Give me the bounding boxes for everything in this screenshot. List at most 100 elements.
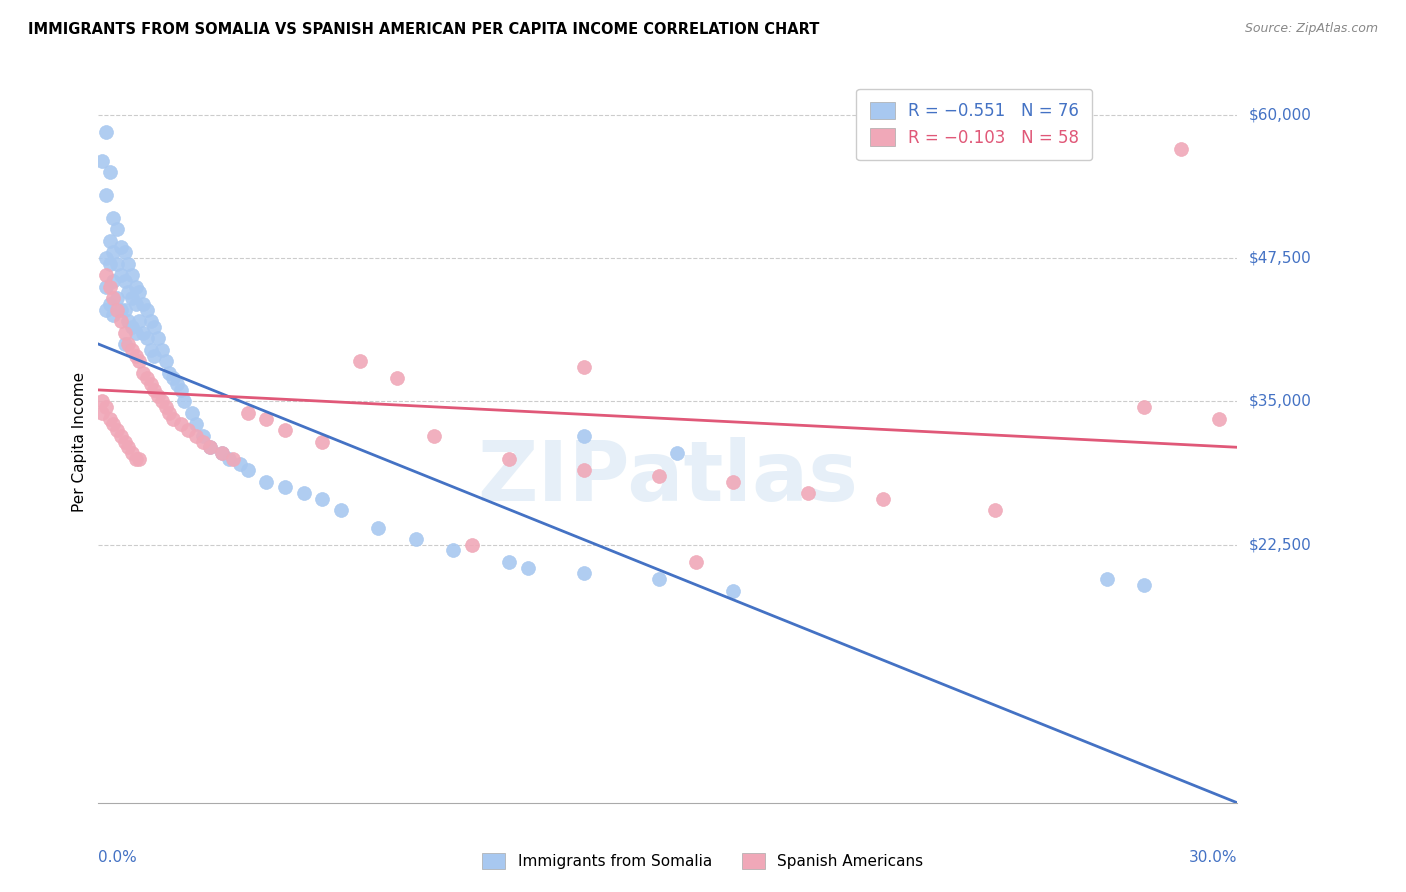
Point [721,583,744,598]
Point [685,555,707,569]
Point [405,532,427,546]
Point [143,319,166,334]
Point [132,366,155,380]
Point [256,411,278,425]
Point [177,423,200,437]
Point [114,302,136,317]
Point [647,469,669,483]
Point [1095,572,1118,586]
Point [94,279,117,293]
Point [191,434,214,449]
Point [143,383,166,397]
Point [110,239,132,253]
Point [150,343,173,357]
Point [103,309,125,323]
Point [117,257,139,271]
Point [157,366,180,380]
Point [128,451,150,466]
Point [498,451,520,466]
Point [117,337,139,351]
Point [349,354,371,368]
Point [110,302,132,317]
Point [169,383,191,397]
Point [173,394,195,409]
Point [311,491,333,506]
Point [983,503,1005,517]
Point [222,451,245,466]
Point [110,429,132,443]
Point [98,234,121,248]
Text: $22,500: $22,500 [1249,537,1312,552]
Point [311,434,333,449]
Point [105,302,128,317]
Point [872,491,894,506]
Point [117,285,139,300]
Legend: R = −0.551   N = 76, R = −0.103   N = 58: R = −0.551 N = 76, R = −0.103 N = 58 [856,88,1092,160]
Point [98,297,121,311]
Point [211,446,233,460]
Point [117,314,139,328]
Point [166,377,188,392]
Point [162,371,184,385]
Point [1133,400,1156,414]
Point [103,245,125,260]
Point [91,153,114,168]
Point [516,560,538,574]
Point [146,389,169,403]
Point [385,371,408,385]
Point [236,406,259,420]
Point [94,251,117,265]
Point [132,297,155,311]
Point [103,417,125,432]
Point [200,440,222,454]
Point [169,417,191,432]
Point [121,446,143,460]
Point [125,297,148,311]
Point [125,326,148,340]
Text: $60,000: $60,000 [1249,107,1312,122]
Point [229,458,252,472]
Point [121,291,143,305]
Text: 0.0%: 0.0% [98,850,138,864]
Point [125,451,148,466]
Point [121,319,143,334]
Point [572,429,595,443]
Text: $35,000: $35,000 [1249,394,1312,409]
Point [98,411,121,425]
Point [132,326,155,340]
Point [136,371,159,385]
Point [274,423,297,437]
Point [180,406,202,420]
Point [184,429,207,443]
Point [105,291,128,305]
Point [114,434,136,449]
Point [98,165,121,179]
Text: IMMIGRANTS FROM SOMALIA VS SPANISH AMERICAN PER CAPITA INCOME CORRELATION CHART: IMMIGRANTS FROM SOMALIA VS SPANISH AMERI… [28,22,820,37]
Point [110,314,132,328]
Point [211,446,233,460]
Point [292,486,315,500]
Point [114,274,136,288]
Point [121,343,143,357]
Point [441,543,464,558]
Point [572,359,595,374]
Text: Source: ZipAtlas.com: Source: ZipAtlas.com [1244,22,1378,36]
Point [191,429,214,443]
Legend: Immigrants from Somalia, Spanish Americans: Immigrants from Somalia, Spanish America… [477,847,929,875]
Point [367,520,389,534]
Text: ZIPatlas: ZIPatlas [478,437,858,518]
Point [94,188,117,202]
Point [256,475,278,489]
Point [103,274,125,288]
Point [498,555,520,569]
Point [143,349,166,363]
Point [136,331,159,345]
Point [114,337,136,351]
Point [150,394,173,409]
Point [139,343,162,357]
Point [1208,411,1230,425]
Point [200,440,222,454]
Point [91,394,114,409]
Point [128,314,150,328]
Point [146,331,169,345]
